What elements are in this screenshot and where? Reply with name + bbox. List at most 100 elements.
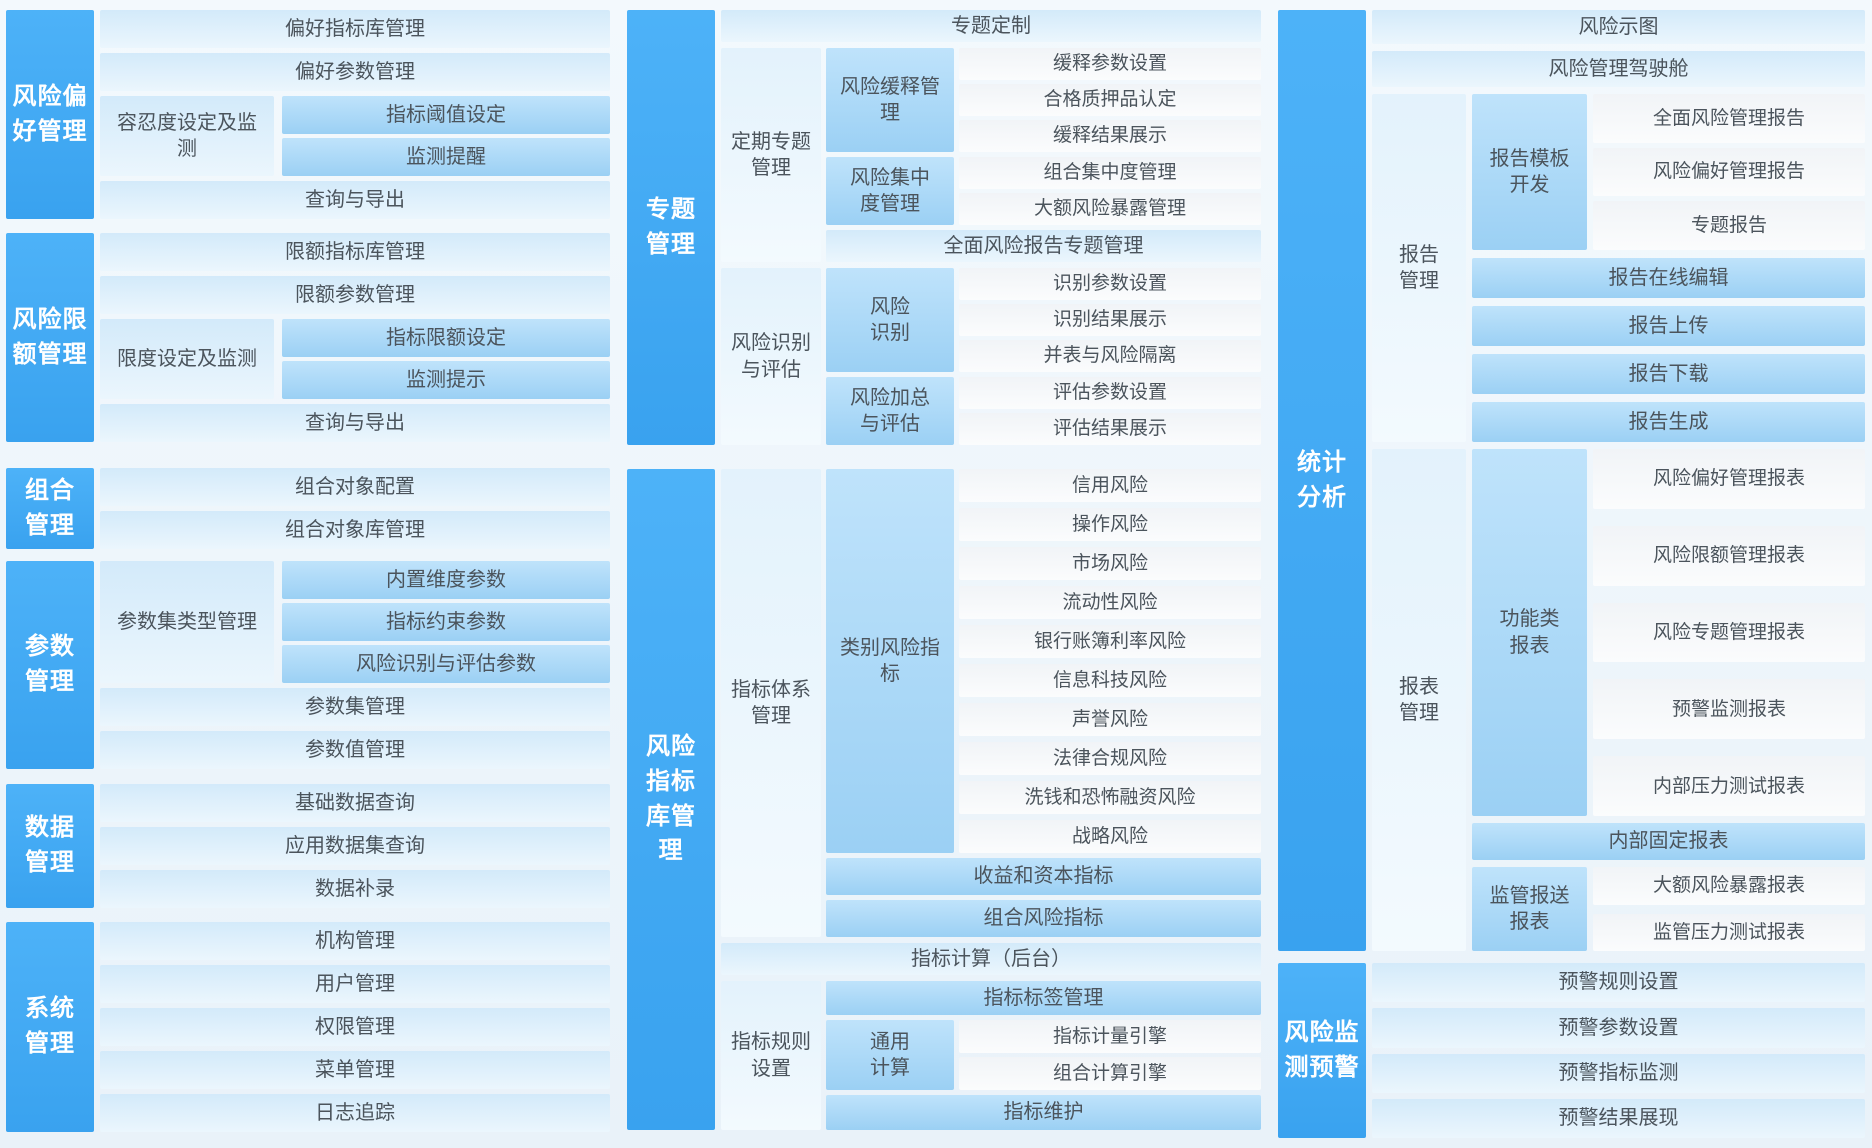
menu-group-label: 报告模板 开发 — [1472, 94, 1587, 250]
menu-item: 报告生成 — [1472, 402, 1865, 442]
section-title-statistics: 统计 分析 — [1278, 10, 1366, 951]
menu-item: 战略风险 — [959, 820, 1261, 853]
menu-item: 查询与导出 — [100, 181, 610, 219]
menu-group-label: 监管报送 报表 — [1472, 867, 1587, 951]
right-panel: 统计 分析 风险示图 风险管理驾驶舱 报告 管理 报告模板 开发 全面风险管理报… — [1278, 10, 1865, 1138]
section-title-portfolio: 组合 管理 — [6, 468, 94, 549]
section-indicator-library: 风险 指标 库管 理 指标体系 管理 类别风险指 标 信用风险 操作风险 市场风… — [627, 469, 1261, 1130]
menu-item: 监测提示 — [282, 361, 610, 399]
section-portfolio: 组合 管理 组合对象配置 组合对象库管理 — [6, 468, 610, 549]
menu-group-label: 风险 识别 — [826, 268, 954, 372]
report-management-block: 报告 管理 报告模板 开发 全面风险管理报告 风险偏好管理报告 专题报告 报告在… — [1372, 94, 1865, 442]
menu-item: 缓释参数设置 — [959, 48, 1261, 80]
menu-item: 基础数据查询 — [100, 784, 610, 822]
menu-item: 风险专题管理报表 — [1593, 602, 1865, 663]
menu-item: 评估结果展示 — [959, 413, 1261, 445]
menu-item: 专题定制 — [721, 10, 1261, 42]
menu-group-label: 报告 管理 — [1372, 94, 1466, 442]
menu-item: 指标阈值设定 — [282, 96, 610, 134]
menu-group-label: 功能类 报表 — [1472, 449, 1587, 816]
menu-group-label: 报表 管理 — [1372, 449, 1466, 951]
menu-item: 合格质押品认定 — [959, 84, 1261, 116]
menu-item: 市场风险 — [959, 547, 1261, 580]
menu-item: 声誉风险 — [959, 703, 1261, 736]
menu-item: 组合风险指标 — [826, 900, 1261, 937]
menu-item: 查询与导出 — [100, 404, 610, 442]
menu-item: 预警结果展现 — [1372, 1098, 1865, 1138]
menu-item: 缓释结果展示 — [959, 120, 1261, 152]
menu-item: 大额风险暴露报表 — [1593, 867, 1865, 905]
menu-item: 洗钱和恐怖融资风险 — [959, 781, 1261, 814]
menu-item: 指标限额设定 — [282, 319, 610, 357]
menu-item: 指标约束参数 — [282, 603, 610, 641]
menu-item: 全面风险管理报告 — [1593, 94, 1865, 143]
menu-item: 风险识别与评估参数 — [282, 645, 610, 683]
menu-item: 指标计量引擎 — [959, 1020, 1261, 1053]
section-title-system: 系统 管理 — [6, 922, 94, 1132]
menu-item: 数据补录 — [100, 870, 610, 908]
menu-item: 法律合规风险 — [959, 742, 1261, 775]
section-risk-appetite: 风险偏 好管理 偏好指标库管理 偏好参数管理 容忍度设定及监 测 指标阈值设定 … — [6, 10, 610, 219]
menu-item: 报告在线编辑 — [1472, 258, 1865, 298]
menu-group-label: 指标规则 设置 — [721, 981, 821, 1130]
menu-item: 组合对象库管理 — [100, 511, 610, 549]
menu-item: 指标维护 — [826, 1095, 1261, 1130]
section-title-risk-appetite: 风险偏 好管理 — [6, 10, 94, 219]
menu-item: 监测提醒 — [282, 138, 610, 176]
section-title-data: 数据 管理 — [6, 784, 94, 908]
menu-item: 信用风险 — [959, 469, 1261, 502]
menu-item: 并表与风险隔离 — [959, 340, 1261, 372]
menu-group-label: 限度设定及监测 — [100, 319, 274, 399]
menu-group-label: 风险识别 与评估 — [721, 268, 821, 445]
menu-item: 预警监测报表 — [1593, 679, 1865, 740]
menu-item: 组合计算引擎 — [959, 1057, 1261, 1090]
section-title-parameter: 参数 管理 — [6, 561, 94, 769]
menu-item: 用户管理 — [100, 965, 610, 1003]
menu-item: 操作风险 — [959, 508, 1261, 541]
menu-item: 组合对象配置 — [100, 468, 610, 506]
menu-item: 内置维度参数 — [282, 561, 610, 599]
menu-group-label: 指标体系 管理 — [721, 469, 821, 937]
menu-item: 银行账簿利率风险 — [959, 625, 1261, 658]
menu-item: 内部压力测试报表 — [1593, 756, 1865, 816]
menu-item: 大额风险暴露管理 — [959, 193, 1261, 225]
menu-item: 限额指标库管理 — [100, 233, 610, 271]
menu-item: 预警规则设置 — [1372, 963, 1865, 1003]
menu-group-label: 容忍度设定及监 测 — [100, 96, 274, 176]
menu-item: 专题报告 — [1593, 201, 1865, 251]
menu-group-label: 风险加总 与评估 — [826, 377, 954, 445]
menu-item: 流动性风险 — [959, 586, 1261, 619]
menu-item: 应用数据集查询 — [100, 827, 610, 865]
menu-item: 识别参数设置 — [959, 268, 1261, 300]
menu-item: 指标标签管理 — [826, 981, 1261, 1015]
menu-item: 风险偏好管理报表 — [1593, 449, 1865, 509]
menu-item: 日志追踪 — [100, 1094, 610, 1132]
section-title-risk-limit: 风险限 额管理 — [6, 233, 94, 442]
menu-item: 组合集中度管理 — [959, 157, 1261, 189]
menu-item: 权限管理 — [100, 1008, 610, 1046]
menu-item: 报告上传 — [1472, 306, 1865, 346]
menu-item: 全面风险报告专题管理 — [826, 230, 1261, 262]
menu-group-label: 风险集中 度管理 — [826, 157, 954, 225]
menu-item: 收益和资本指标 — [826, 858, 1261, 895]
section-risk-limit: 风险限 额管理 限额指标库管理 限额参数管理 限度设定及监测 指标限额设定 监测… — [6, 233, 610, 442]
menu-item: 风险管理驾驶舱 — [1372, 51, 1865, 87]
menu-item: 风险限额管理报表 — [1593, 525, 1865, 586]
menu-item: 限额参数管理 — [100, 276, 610, 314]
section-statistics: 统计 分析 风险示图 风险管理驾驶舱 报告 管理 报告模板 开发 全面风险管理报… — [1278, 10, 1865, 951]
menu-item: 风险示图 — [1372, 10, 1865, 44]
menu-item: 报告下载 — [1472, 354, 1865, 394]
section-title-risk-monitoring: 风险监 测预警 — [1278, 963, 1366, 1138]
menu-item: 预警参数设置 — [1372, 1008, 1865, 1048]
menu-item: 参数集管理 — [100, 688, 610, 726]
section-system: 系统 管理 机构管理 用户管理 权限管理 菜单管理 日志追踪 — [6, 922, 610, 1132]
menu-group-label: 风险缓释管 理 — [826, 48, 954, 152]
menu-item: 内部固定报表 — [1472, 823, 1865, 860]
section-title-indicator-library: 风险 指标 库管 理 — [627, 469, 715, 1130]
menu-item: 参数值管理 — [100, 731, 610, 769]
section-data: 数据 管理 基础数据查询 应用数据集查询 数据补录 — [6, 784, 610, 908]
section-title-topic: 专题 管理 — [627, 10, 715, 445]
menu-item: 菜单管理 — [100, 1051, 610, 1089]
menu-group-label: 参数集类型管理 — [100, 561, 274, 683]
section-topic: 专题 管理 专题定制 定期专题 管理 风险缓释管 理 缓释参数设置 合格质押品认… — [627, 10, 1261, 445]
